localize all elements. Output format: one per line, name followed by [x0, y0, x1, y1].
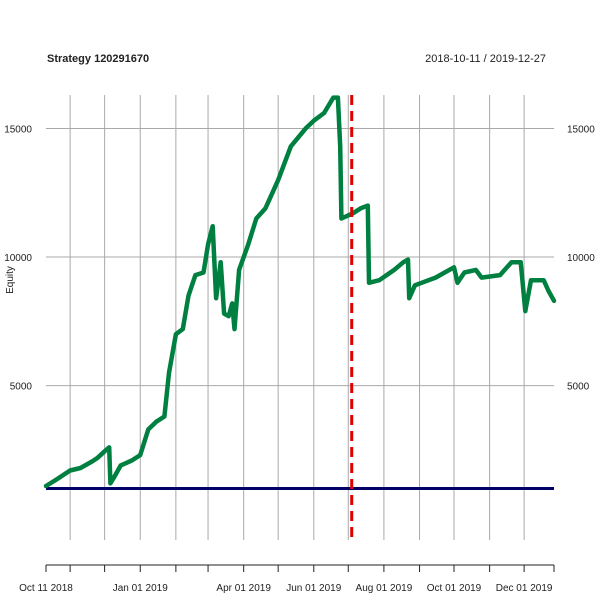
x-tick-label: Aug 01 2019 [356, 583, 413, 594]
y-tick-label-right: 10000 [567, 253, 595, 264]
equity-series-line [43, 95, 557, 489]
x-tick-label: Oct 01 2019 [427, 583, 482, 594]
y-tick-label-left: 15000 [4, 124, 32, 135]
y-axis-label: Equity [5, 266, 16, 294]
grid [46, 95, 554, 540]
y-tick-label-left: 10000 [4, 253, 32, 264]
x-tick-label: Dec 01 2019 [496, 583, 553, 594]
chart-title: Strategy 120291670 [47, 53, 149, 65]
x-tick-label: Jan 01 2019 [113, 583, 168, 594]
x-tick-label: Jun 01 2019 [286, 583, 341, 594]
x-tick-label: Oct 11 2018 [19, 583, 73, 594]
date-range: 2018-10-11 / 2019-12-27 [425, 53, 546, 65]
x-tick-label: Apr 01 2019 [216, 583, 271, 594]
y-tick-label-right: 15000 [567, 124, 595, 135]
y-tick-label-right: 5000 [567, 382, 590, 393]
y-tick-label-left: 5000 [10, 382, 33, 393]
series-layer [43, 95, 557, 489]
axes: Oct 11 2018 Jan 01 2019 Apr 01 2019 Jun 01 … [4, 124, 595, 594]
